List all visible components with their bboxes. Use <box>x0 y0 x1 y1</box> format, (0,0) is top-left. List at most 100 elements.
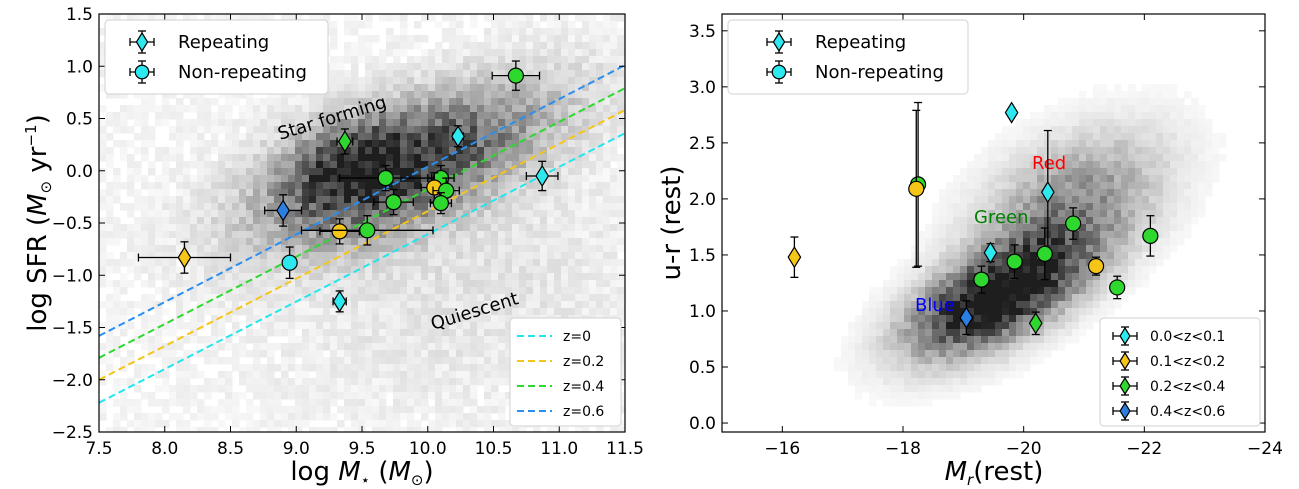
density-cell <box>505 182 513 190</box>
density-cell <box>456 91 464 99</box>
density-cell <box>904 371 912 379</box>
density-cell <box>533 217 541 225</box>
density-cell <box>260 399 268 407</box>
density-cell <box>106 224 114 232</box>
density-cell <box>288 301 296 309</box>
density-cell <box>120 105 128 113</box>
density-cell <box>407 406 415 414</box>
density-cell <box>1044 126 1052 134</box>
density-cell <box>400 266 408 274</box>
density-cell <box>197 175 205 183</box>
density-cell <box>372 84 380 92</box>
density-cell <box>862 322 870 330</box>
density-cell <box>547 56 555 64</box>
density-cell <box>162 91 170 99</box>
density-cell <box>988 301 996 309</box>
density-cell <box>204 245 212 253</box>
density-cell <box>414 420 422 428</box>
density-cell <box>575 35 583 43</box>
density-cell <box>904 385 912 393</box>
density-cell <box>596 280 604 288</box>
density-cell <box>365 182 373 190</box>
density-cell <box>225 308 233 316</box>
density-cell <box>288 392 296 400</box>
density-cell <box>246 140 254 148</box>
density-cell <box>932 217 940 225</box>
density-cell <box>253 133 261 141</box>
density-cell <box>232 287 240 295</box>
density-cell <box>120 413 128 421</box>
density-cell <box>260 329 268 337</box>
density-cell <box>337 133 345 141</box>
density-cell <box>442 287 450 295</box>
density-cell <box>449 315 457 323</box>
density-cell <box>1037 119 1045 127</box>
density-cell <box>589 196 597 204</box>
density-cell <box>211 175 219 183</box>
density-cell <box>309 301 317 309</box>
density-cell <box>323 385 331 393</box>
density-cell <box>169 175 177 183</box>
density-cell <box>351 196 359 204</box>
density-cell <box>372 294 380 302</box>
density-cell <box>386 238 394 246</box>
density-cell <box>246 154 254 162</box>
density-cell <box>134 273 142 281</box>
density-cell <box>274 161 282 169</box>
density-cell <box>442 252 450 260</box>
density-cell <box>176 308 184 316</box>
density-cell <box>519 28 527 36</box>
density-cell <box>470 308 478 316</box>
density-cell <box>498 119 506 127</box>
density-cell <box>547 91 555 99</box>
density-cell <box>379 49 387 57</box>
density-cell <box>876 357 884 365</box>
density-cell <box>1016 210 1024 218</box>
density-cell <box>288 189 296 197</box>
density-cell <box>351 364 359 372</box>
density-cell <box>372 175 380 183</box>
density-cell <box>918 392 926 400</box>
density-cell <box>407 378 415 386</box>
density-cell <box>414 259 422 267</box>
density-cell <box>295 98 303 106</box>
density-cell <box>239 259 247 267</box>
density-cell <box>484 112 492 120</box>
density-cell <box>547 147 555 155</box>
density-cell <box>939 343 947 351</box>
density-cell <box>421 126 429 134</box>
density-cell <box>176 315 184 323</box>
density-cell <box>491 119 499 127</box>
density-cell <box>582 98 590 106</box>
density-cell <box>267 133 275 141</box>
density-cell <box>491 364 499 372</box>
density-cell <box>1044 112 1052 120</box>
density-cell <box>190 273 198 281</box>
density-cell <box>904 399 912 407</box>
density-cell <box>99 406 107 414</box>
density-cell <box>547 42 555 50</box>
density-cell <box>204 147 212 155</box>
density-cell <box>421 343 429 351</box>
density-cell <box>260 189 268 197</box>
density-cell <box>442 49 450 57</box>
density-cell <box>435 399 443 407</box>
density-cell <box>1009 210 1017 218</box>
density-cell <box>421 196 429 204</box>
density-cell <box>379 259 387 267</box>
density-cell <box>218 112 226 120</box>
density-cell <box>309 399 317 407</box>
density-cell <box>589 70 597 78</box>
density-cell <box>393 266 401 274</box>
density-cell <box>582 112 590 120</box>
density-cell <box>372 399 380 407</box>
density-cell <box>1030 203 1038 211</box>
density-cell <box>246 385 254 393</box>
density-cell <box>519 203 527 211</box>
density-cell <box>148 203 156 211</box>
density-cell <box>169 238 177 246</box>
density-cell <box>106 112 114 120</box>
density-cell <box>260 224 268 232</box>
density-cell <box>253 154 261 162</box>
density-cell <box>148 210 156 218</box>
